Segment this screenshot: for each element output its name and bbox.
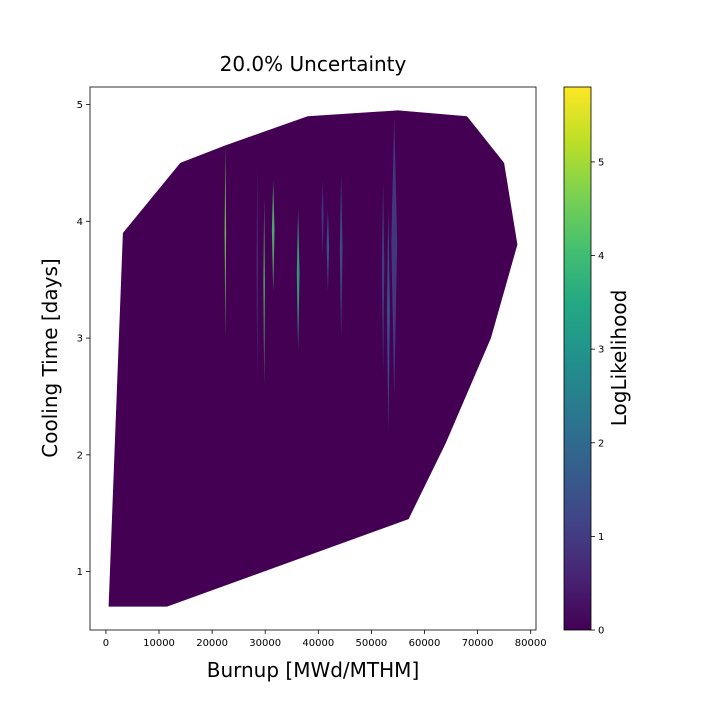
y-tick-label: 4 (77, 217, 83, 228)
x-tick-label: 60000 (409, 638, 441, 649)
y-tick-label: 1 (77, 567, 83, 578)
likelihood-region (108, 110, 518, 607)
y-axis-title: Cooling Time [days] (38, 258, 62, 457)
x-tick-label: 70000 (462, 638, 494, 649)
y-axis-ticks: 1 2 3 4 5 (77, 100, 90, 578)
likelihood-streak-5 (296, 209, 300, 350)
plot-frame (89, 86, 537, 631)
likelihood-streak-8 (339, 174, 343, 339)
likelihood-streak-7 (326, 209, 330, 292)
likelihood-streak-4 (271, 180, 275, 292)
x-axis-title: Burnup [MWd/MTHM] (207, 658, 420, 682)
likelihood-streak-9 (381, 180, 385, 374)
plot-area: 0 10000 20000 30000 40000 50000 60000 70000 8000… (77, 86, 547, 649)
likelihood-streak-6 (321, 180, 324, 257)
x-axis-ticks: 0 10000 20000 30000 40000 50000 60000 70000 8000… (103, 630, 547, 649)
likelihood-streak-1 (224, 145, 227, 339)
colorbar: 0 1 2 3 4 5 LogLikelihood (563, 86, 631, 637)
colorbar-tick-label: 0 (598, 626, 604, 637)
colorbar-tick-label: 3 (598, 345, 604, 356)
likelihood-streak-3 (263, 197, 265, 385)
chart-title: 20.0% Uncertainty (220, 52, 407, 76)
x-tick-label: 50000 (355, 638, 387, 649)
colorbar-gradient (563, 86, 592, 631)
y-tick-label: 5 (77, 100, 83, 111)
x-tick-label: 40000 (302, 638, 334, 649)
colorbar-tick-label: 1 (598, 532, 604, 543)
colorbar-ticks: 0 1 2 3 4 5 (591, 157, 604, 637)
y-tick-label: 2 (77, 450, 83, 461)
likelihood-streak-11 (391, 116, 398, 397)
x-tick-label: 30000 (249, 638, 281, 649)
x-tick-label: 20000 (196, 638, 228, 649)
colorbar-tick-label: 5 (598, 157, 604, 168)
colorbar-title: LogLikelihood (607, 290, 631, 427)
likelihood-streak-2 (256, 162, 258, 385)
x-tick-label: 10000 (143, 638, 175, 649)
colorbar-tick-label: 2 (598, 438, 604, 449)
x-tick-label: 0 (103, 638, 109, 649)
y-tick-label: 3 (77, 334, 83, 345)
colorbar-tick-label: 4 (598, 251, 604, 262)
x-tick-label: 80000 (515, 638, 547, 649)
likelihood-streak-10 (386, 209, 390, 432)
